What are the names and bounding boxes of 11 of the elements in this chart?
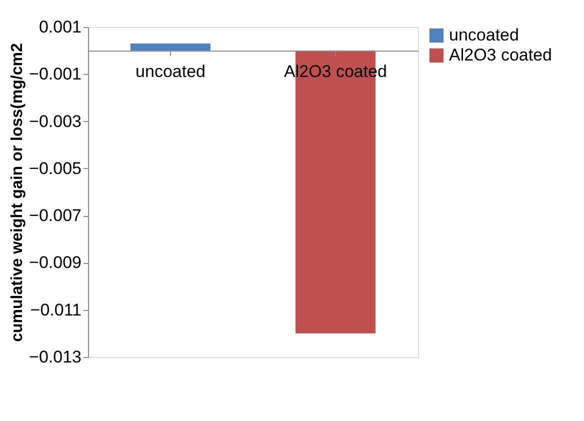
y-axis-title: cumulative weight gain or loss(mg/cm2 xyxy=(9,43,26,342)
y-tick-label: −0.007 xyxy=(29,206,82,226)
legend-label: Al2O3 coated xyxy=(449,46,552,64)
y-tick-label: −0.001 xyxy=(29,64,82,84)
y-tick-label: −0.009 xyxy=(29,253,82,272)
y-tick-label: −0.005 xyxy=(29,158,82,178)
y-tick-label: 0.001 xyxy=(38,18,82,36)
y-tick-label: −0.013 xyxy=(29,348,82,366)
y-tick-label: −0.011 xyxy=(30,300,82,320)
legend-label: uncoated xyxy=(449,26,519,44)
y-tick-label: −0.003 xyxy=(29,112,82,131)
